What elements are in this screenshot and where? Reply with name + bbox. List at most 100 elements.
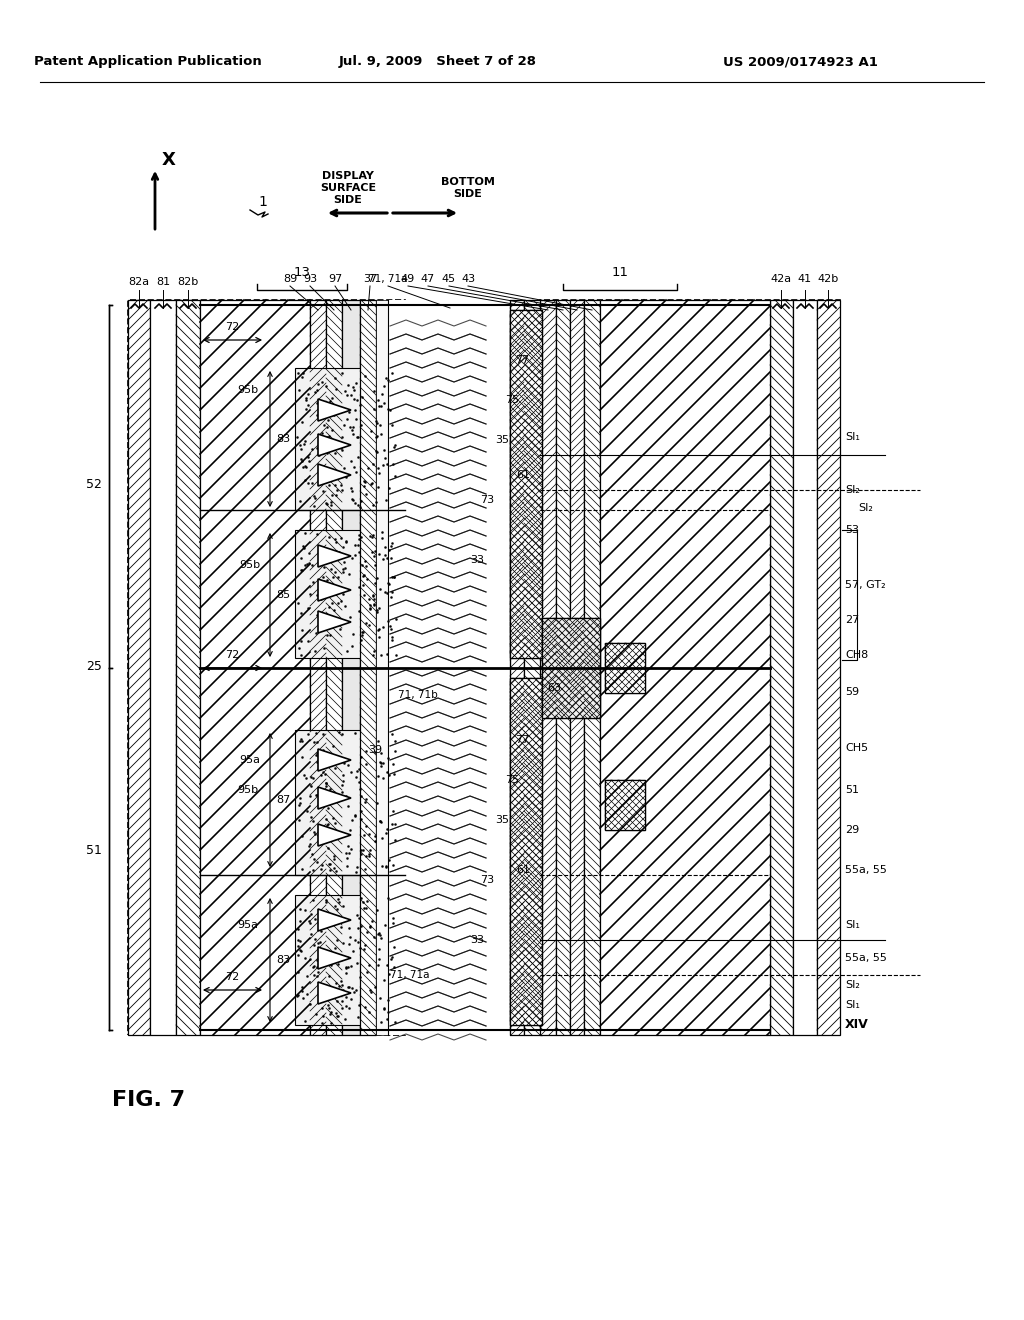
Polygon shape xyxy=(318,748,351,771)
Text: 57, GT₂: 57, GT₂ xyxy=(845,579,886,590)
Bar xyxy=(388,300,510,1035)
Text: SI₁: SI₁ xyxy=(845,920,860,931)
Text: 33: 33 xyxy=(470,554,484,565)
Bar xyxy=(540,300,840,1035)
Text: 71, 71b: 71, 71b xyxy=(398,690,437,700)
Bar xyxy=(600,300,770,1035)
Text: 85: 85 xyxy=(276,590,290,601)
Polygon shape xyxy=(318,579,351,601)
Text: 95a: 95a xyxy=(237,920,258,931)
Bar xyxy=(793,300,817,1035)
Text: 55a, 55: 55a, 55 xyxy=(845,865,887,875)
Polygon shape xyxy=(318,982,351,1005)
Polygon shape xyxy=(318,909,351,931)
Text: SI₁: SI₁ xyxy=(845,1001,860,1010)
Bar xyxy=(200,300,310,1035)
Text: 82b: 82b xyxy=(177,277,199,286)
Text: 37: 37 xyxy=(362,275,377,284)
Text: 63: 63 xyxy=(547,682,561,693)
Bar xyxy=(570,300,584,1035)
Text: 51: 51 xyxy=(86,845,102,858)
Text: 25: 25 xyxy=(86,660,102,673)
Text: 53: 53 xyxy=(845,525,859,535)
Text: 51: 51 xyxy=(845,785,859,795)
Polygon shape xyxy=(318,824,351,846)
Bar xyxy=(295,730,398,875)
Text: CH8: CH8 xyxy=(845,649,868,660)
Text: FIG. 7: FIG. 7 xyxy=(112,1090,185,1110)
Text: SI₂: SI₂ xyxy=(858,503,872,513)
Bar xyxy=(295,368,398,510)
Bar xyxy=(128,300,150,1035)
Text: 82a: 82a xyxy=(128,277,150,286)
Text: 97: 97 xyxy=(328,275,342,284)
Text: Patent Application Publication: Patent Application Publication xyxy=(34,55,262,69)
Text: 77: 77 xyxy=(515,735,529,744)
Text: XIV: XIV xyxy=(845,1019,868,1031)
Text: 72: 72 xyxy=(225,322,240,333)
Text: SI₂: SI₂ xyxy=(845,979,860,990)
Text: DISPLAY
SURFACE
SIDE: DISPLAY SURFACE SIDE xyxy=(319,172,376,205)
Text: 93: 93 xyxy=(303,275,317,284)
Text: 72: 72 xyxy=(225,649,240,660)
Bar xyxy=(510,310,542,657)
Bar xyxy=(295,895,398,1026)
Text: 35: 35 xyxy=(495,814,509,825)
Text: 49: 49 xyxy=(400,275,415,284)
Bar xyxy=(605,643,645,693)
Bar xyxy=(605,780,645,830)
Bar xyxy=(770,300,793,1035)
Text: 75: 75 xyxy=(505,395,519,405)
Text: 35: 35 xyxy=(495,436,509,445)
Polygon shape xyxy=(318,545,351,568)
Text: 73: 73 xyxy=(480,495,495,506)
Text: 73: 73 xyxy=(480,875,495,884)
Text: 27: 27 xyxy=(845,615,859,624)
Text: 29: 29 xyxy=(845,825,859,836)
Text: 61: 61 xyxy=(516,865,530,875)
Polygon shape xyxy=(318,946,351,969)
Text: 1: 1 xyxy=(258,195,267,209)
Text: 75: 75 xyxy=(505,775,519,785)
Text: 77: 77 xyxy=(515,355,529,366)
Text: 52: 52 xyxy=(86,478,102,491)
Polygon shape xyxy=(318,399,351,421)
Polygon shape xyxy=(318,465,351,486)
Polygon shape xyxy=(318,611,351,634)
Polygon shape xyxy=(318,787,351,809)
Bar xyxy=(176,300,200,1035)
Text: 45: 45 xyxy=(442,275,456,284)
Text: 95b: 95b xyxy=(239,560,260,570)
Text: 72: 72 xyxy=(225,972,240,982)
Bar xyxy=(556,300,570,1035)
Text: 61: 61 xyxy=(516,470,530,480)
Bar xyxy=(605,643,645,693)
Text: 42b: 42b xyxy=(817,275,839,284)
Bar xyxy=(295,531,398,657)
Text: 39: 39 xyxy=(368,744,382,755)
Text: 81: 81 xyxy=(156,277,170,286)
Bar xyxy=(605,780,645,830)
Text: CH5: CH5 xyxy=(845,743,868,752)
Polygon shape xyxy=(318,434,351,455)
Text: 13: 13 xyxy=(294,267,310,279)
Text: 95a: 95a xyxy=(239,755,260,766)
Text: 83: 83 xyxy=(276,954,290,965)
Bar xyxy=(510,678,542,1026)
Text: 11: 11 xyxy=(611,267,629,279)
Text: 83: 83 xyxy=(276,434,290,444)
Text: 89: 89 xyxy=(283,275,297,284)
Bar xyxy=(376,300,388,1035)
Bar xyxy=(600,300,770,1035)
Bar xyxy=(310,300,326,1035)
Bar xyxy=(817,300,840,1035)
Bar xyxy=(584,300,600,1035)
Text: Jul. 9, 2009   Sheet 7 of 28: Jul. 9, 2009 Sheet 7 of 28 xyxy=(339,55,537,69)
Text: 95b: 95b xyxy=(237,785,258,795)
Text: 71, 71a: 71, 71a xyxy=(390,970,429,979)
Bar xyxy=(150,300,176,1035)
Bar xyxy=(342,300,360,1035)
Bar xyxy=(524,300,542,1035)
Bar xyxy=(540,300,556,1035)
Text: 95b: 95b xyxy=(237,385,258,395)
